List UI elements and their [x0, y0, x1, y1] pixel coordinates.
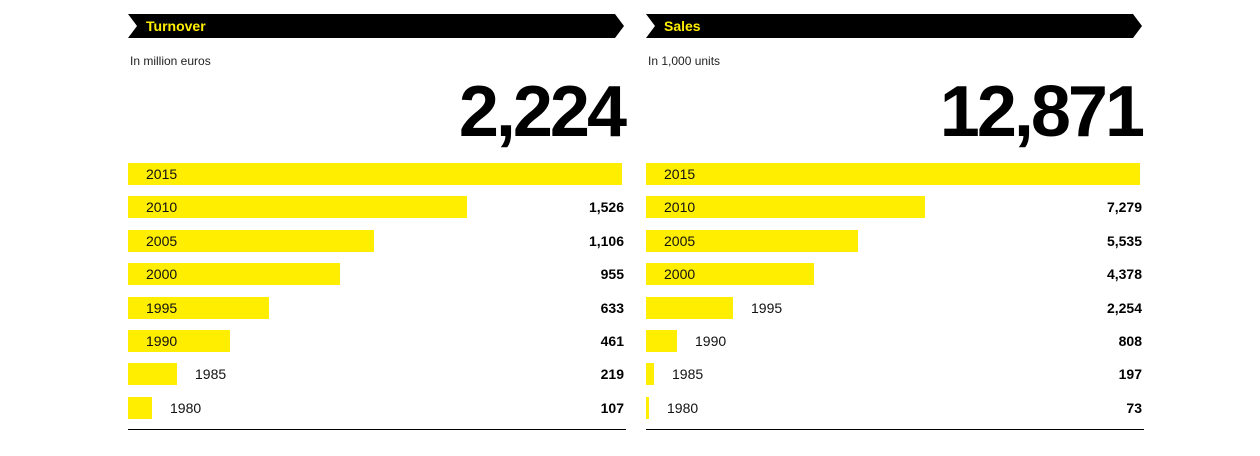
turnover-category-label: 1990: [146, 333, 178, 349]
turnover-category-label: 2000: [146, 266, 178, 282]
turnover-value-label: 219: [600, 366, 624, 382]
turnover-panel: Turnover In million euros 2,224 2015 2010…: [128, 14, 627, 434]
sales-value-label: 4,378: [1106, 266, 1142, 282]
turnover-bar-2000: [128, 263, 340, 285]
sales-category-label: 2000: [664, 266, 696, 282]
sales-bar-2000: [646, 263, 814, 285]
turnover-bar-1985: [128, 363, 177, 385]
turnover-value-label: 1,526: [588, 199, 624, 215]
turnover-bars: 2015 2010 1,526 2005 1,106 2000 955 1995 633 1990…: [128, 163, 624, 433]
sales-header-bar: Sales: [646, 14, 1142, 38]
sales-bar-1980: [646, 397, 649, 419]
turnover-bar-2015: [128, 163, 622, 185]
turnover-bar-2010: [128, 196, 467, 218]
sales-category-label: 2015: [664, 166, 696, 182]
sales-bars: 2015 2010 7,279 2005 5,535 2000 4,378 1995 2,254…: [646, 163, 1142, 433]
sales-bar-2010: [646, 196, 925, 218]
turnover-baseline: [128, 429, 626, 430]
sales-bar-2005: [646, 230, 858, 252]
sales-category-label: 1980: [667, 400, 699, 416]
turnover-value-label: 461: [600, 333, 624, 349]
turnover-value-label: 1,106: [588, 233, 624, 249]
sales-panel: Sales In 1,000 units 12,871 2015 2010 7,27…: [646, 14, 1145, 434]
turnover-bar-1995: [128, 297, 269, 319]
sales-category-label: 1990: [695, 333, 727, 349]
turnover-value-label: 955: [600, 266, 624, 282]
turnover-category-label: 2005: [146, 233, 178, 249]
sales-value-label: 197: [1118, 366, 1142, 382]
turnover-category-label: 1995: [146, 300, 178, 316]
turnover-unit: In million euros: [130, 54, 211, 68]
turnover-header-bar: Turnover: [128, 14, 624, 38]
turnover-title: Turnover: [146, 18, 206, 34]
sales-value-label: 73: [1126, 400, 1142, 416]
sales-baseline: [646, 429, 1144, 430]
sales-total: 12,871: [939, 72, 1145, 152]
sales-bar-1985: [646, 363, 654, 385]
sales-category-label: 2010: [664, 199, 696, 215]
turnover-value-label: 107: [600, 400, 624, 416]
sales-value-label: 7,279: [1106, 199, 1142, 215]
sales-unit: In 1,000 units: [648, 54, 721, 68]
sales-category-label: 1985: [672, 366, 704, 382]
turnover-bar-1980: [128, 397, 152, 419]
sales-category-label: 2005: [664, 233, 696, 249]
sales-bar-1995: [646, 297, 733, 319]
turnover-total: 2,224: [458, 72, 627, 152]
sales-value-label: 5,535: [1106, 233, 1142, 249]
turnover-category-label: 1985: [195, 366, 227, 382]
sales-bar-1990: [646, 330, 677, 352]
turnover-bar-1990: [128, 330, 230, 352]
sales-category-label: 1995: [751, 300, 783, 316]
turnover-category-label: 1980: [170, 400, 202, 416]
sales-bar-2015: [646, 163, 1140, 185]
turnover-category-label: 2010: [146, 199, 178, 215]
turnover-value-label: 633: [600, 300, 624, 316]
turnover-bar-2005: [128, 230, 374, 252]
sales-value-label: 808: [1118, 333, 1142, 349]
sales-value-label: 2,254: [1106, 300, 1142, 316]
turnover-category-label: 2015: [146, 166, 178, 182]
sales-title: Sales: [664, 18, 701, 34]
